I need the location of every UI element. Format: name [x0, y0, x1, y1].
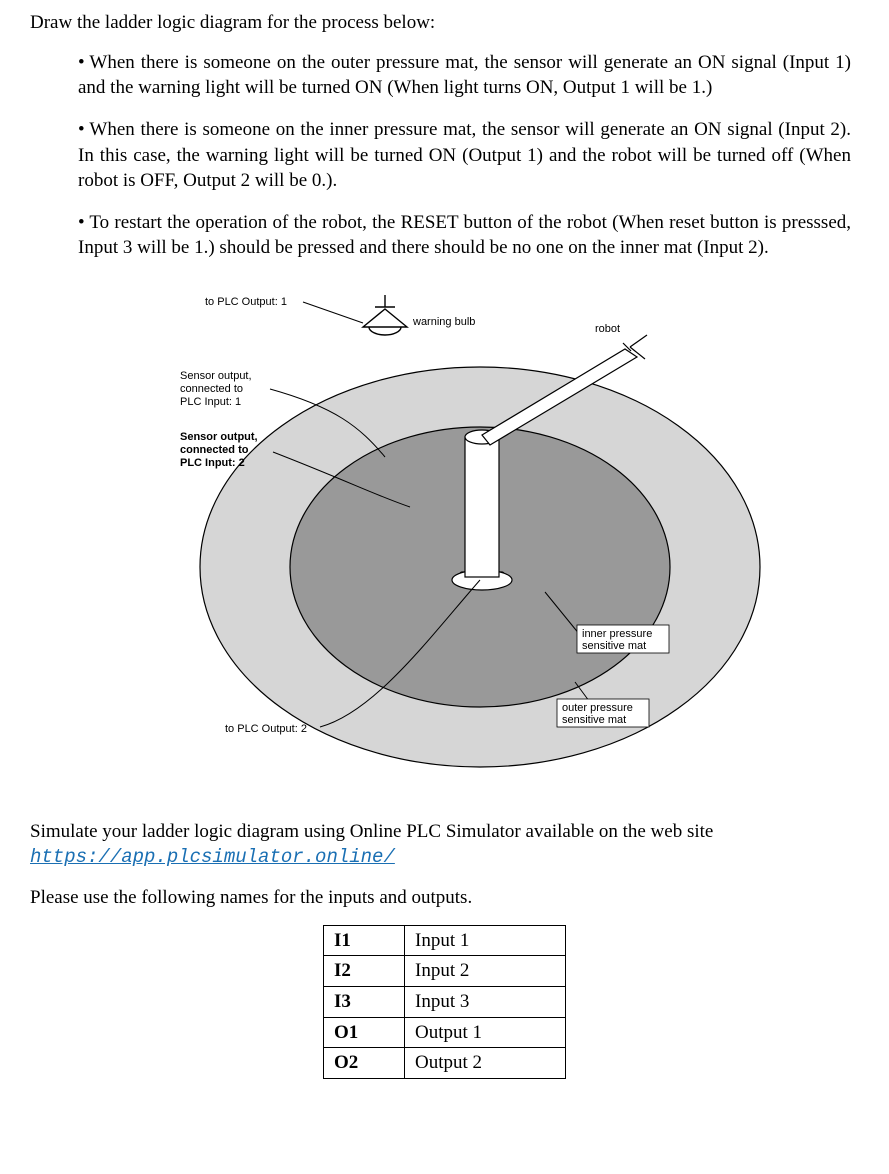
bullet-list: •When there is someone on the outer pres…: [78, 50, 851, 261]
io-desc-cell: Output 2: [405, 1048, 566, 1079]
table-row: O1Output 1: [324, 1017, 566, 1048]
io-symbol-cell: O1: [324, 1017, 405, 1048]
bullet-text: To restart the operation of the robot, t…: [78, 212, 851, 259]
io-symbol-cell: I1: [324, 925, 405, 956]
table-row: O2Output 2: [324, 1048, 566, 1079]
bullet-glyph: •: [78, 117, 89, 143]
plc-simulator-link[interactable]: https://app.plcsimulator.online/: [30, 846, 395, 868]
label-to-output2: to PLC Output: 2: [225, 723, 307, 735]
label-sensor1-l3: PLC Input: 1: [180, 396, 241, 408]
label-sensor2-l2: connected to: [180, 444, 249, 456]
robot-diagram-figure: to PLC Output: 1 warning bulb robot Sens…: [30, 277, 859, 795]
label-inner-mat-l1: inner pressure: [582, 628, 652, 640]
label-sensor2-l3: PLC Input: 2: [180, 457, 245, 469]
label-outer-mat-l1: outer pressure: [562, 702, 633, 714]
io-symbol-cell: I2: [324, 956, 405, 987]
label-outer-mat-l2: sensitive mat: [562, 714, 626, 726]
label-inner-mat-l2: sensitive mat: [582, 640, 646, 652]
io-naming-table: I1Input 1I2Input 2I3Input 3O1Output 1O2O…: [323, 925, 566, 1079]
table-row: I1Input 1: [324, 925, 566, 956]
io-desc-cell: Output 1: [405, 1017, 566, 1048]
warning-bulb-icon: [363, 295, 407, 335]
io-desc-cell: Input 3: [405, 986, 566, 1017]
bullet-glyph: •: [78, 210, 89, 236]
simulate-paragraph: Simulate your ladder logic diagram using…: [30, 819, 859, 871]
io-desc-cell: Input 1: [405, 925, 566, 956]
table-row: I2Input 2: [324, 956, 566, 987]
io-desc-cell: Input 2: [405, 956, 566, 987]
label-sensor1-l1: Sensor output,: [180, 370, 252, 382]
simulate-text: Simulate your ladder logic diagram using…: [30, 821, 713, 842]
io-symbol-cell: O2: [324, 1048, 405, 1079]
label-sensor2-l1: Sensor output,: [180, 431, 258, 443]
bullet-text: When there is someone on the inner press…: [78, 119, 851, 191]
table-row: I3Input 3: [324, 986, 566, 1017]
label-warning-bulb: warning bulb: [412, 316, 475, 328]
names-instruction: Please use the following names for the i…: [30, 885, 859, 911]
bullet-glyph: •: [78, 50, 89, 76]
label-to-output1: to PLC Output: 1: [205, 296, 287, 308]
robot-diagram-svg: to PLC Output: 1 warning bulb robot Sens…: [125, 277, 765, 787]
intro-paragraph: Draw the ladder logic diagram for the pr…: [30, 10, 859, 36]
label-robot: robot: [595, 323, 620, 335]
label-sensor1-l2: connected to: [180, 383, 243, 395]
bullet-item: •When there is someone on the inner pres…: [78, 117, 851, 194]
leader-output1: [303, 302, 363, 323]
robot-column: [465, 437, 499, 577]
bullet-item: •To restart the operation of the robot, …: [78, 210, 851, 261]
bullet-text: When there is someone on the outer press…: [78, 52, 851, 99]
bullet-item: •When there is someone on the outer pres…: [78, 50, 851, 101]
page-container: Draw the ladder logic diagram for the pr…: [0, 0, 889, 1103]
io-symbol-cell: I3: [324, 986, 405, 1017]
